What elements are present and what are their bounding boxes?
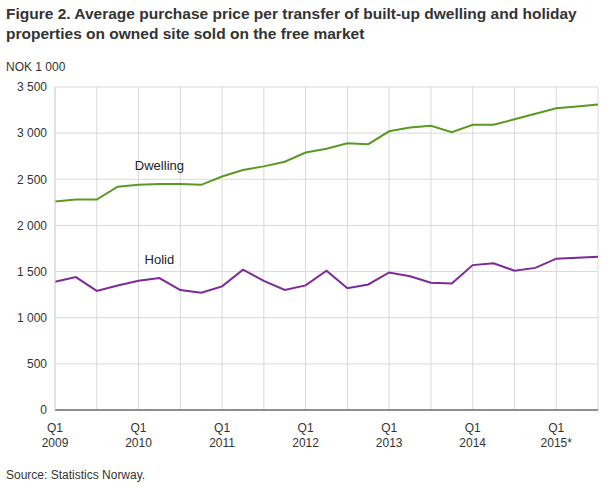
svg-text:Q12014: Q12014 (459, 421, 486, 450)
svg-text:2 000: 2 000 (17, 219, 47, 233)
svg-text:1 000: 1 000 (17, 311, 47, 325)
svg-text:500: 500 (27, 357, 47, 371)
svg-text:0: 0 (40, 403, 47, 417)
svg-text:Q12013: Q12013 (376, 421, 403, 450)
svg-text:1 500: 1 500 (17, 265, 47, 279)
svg-text:Q12009: Q12009 (42, 421, 69, 450)
html-text:Source: Statistics Norway.: Source: Statistics Norway. (6, 468, 146, 482)
svg-text:Q12015*: Q12015* (541, 421, 573, 450)
html-text:Figure 2. Average purchase pri: Figure 2. Average purchase price per tra… (6, 5, 577, 42)
svg-text:3 000: 3 000 (17, 126, 47, 140)
svg-text:Q12012: Q12012 (292, 421, 319, 450)
svg-text:2 500: 2 500 (17, 173, 47, 187)
svg-text:3 500: 3 500 (17, 80, 47, 94)
svg-text:Dwelling: Dwelling (135, 158, 184, 173)
svg-text:Q12011: Q12011 (209, 421, 235, 450)
svg-text:Holid: Holid (145, 252, 175, 267)
svg-text:Q12010: Q12010 (125, 421, 152, 450)
html-text:NOK 1 000: NOK 1 000 (6, 60, 66, 74)
